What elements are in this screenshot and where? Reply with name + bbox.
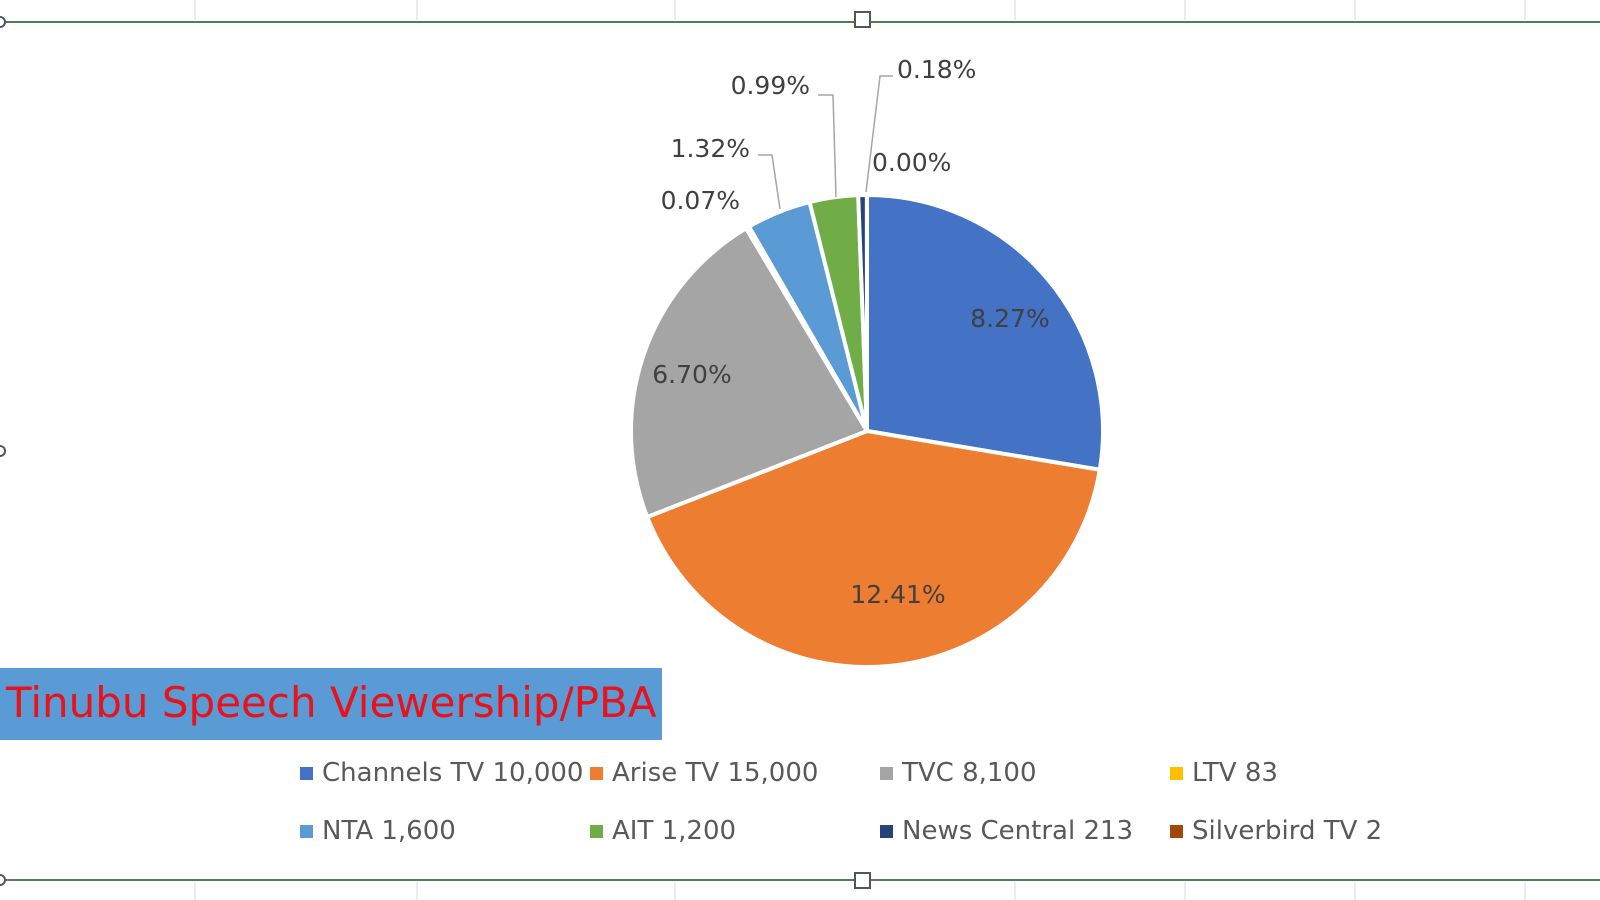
resize-handle-top-left[interactable] — [0, 16, 6, 28]
legend-label: Silverbird TV 2 — [1192, 816, 1383, 846]
data-label: 8.27% — [970, 304, 1049, 333]
data-label: 0.99% — [731, 71, 810, 100]
legend-label: News Central 213 — [902, 816, 1134, 846]
data-label: 0.18% — [897, 55, 976, 84]
leader-line — [818, 94, 837, 198]
legend-item[interactable]: LTV 83 — [1170, 758, 1278, 788]
legend-swatch — [1170, 824, 1183, 838]
chart-title-banner: Tinubu Speech Viewership/PBA — [0, 668, 662, 740]
legend-swatch — [880, 824, 893, 838]
pie-slice-arise-tv[interactable] — [644, 428, 1103, 670]
legend-swatch — [590, 766, 603, 780]
legend-item[interactable]: Silverbird TV 2 — [1170, 816, 1382, 846]
legend-label: TVC 8,100 — [902, 758, 1037, 788]
data-label: 0.00% — [872, 148, 951, 177]
legend-swatch — [1170, 766, 1183, 780]
data-label: 12.41% — [850, 580, 945, 609]
pie-slice-channels-tv[interactable] — [865, 192, 1106, 473]
legend-item[interactable]: NTA 1,600 — [300, 816, 456, 846]
legend-label: Channels TV 10,000 — [322, 758, 584, 788]
legend-swatch — [880, 766, 893, 780]
legend-swatch — [590, 824, 603, 838]
legend-item[interactable]: AIT 1,200 — [590, 816, 736, 846]
legend-item[interactable]: Channels TV 10,000 — [300, 758, 583, 788]
legend-item[interactable]: TVC 8,100 — [880, 758, 1037, 788]
leader-line — [865, 75, 893, 193]
leader-line — [758, 154, 781, 210]
resize-handle-bottom[interactable] — [854, 872, 871, 889]
chart-title: Tinubu Speech Viewership/PBA — [6, 678, 657, 727]
legend-label: AIT 1,200 — [612, 816, 737, 846]
legend-label: Arise TV 15,000 — [612, 758, 819, 788]
resize-handle-bottom-left[interactable] — [0, 874, 6, 886]
data-label: 6.70% — [652, 360, 731, 389]
legend-item[interactable]: Arise TV 15,000 — [590, 758, 818, 788]
legend-label: LTV 83 — [1192, 758, 1278, 788]
legend-item[interactable]: News Central 213 — [880, 816, 1133, 846]
resize-handle-top[interactable] — [854, 11, 871, 28]
legend-swatch — [300, 824, 313, 838]
legend-swatch — [300, 766, 313, 780]
data-label: 0.07% — [661, 186, 740, 215]
pie-slice-tvc[interactable] — [629, 225, 870, 520]
legend-label: NTA 1,600 — [322, 816, 456, 846]
data-label: 1.32% — [671, 134, 750, 163]
resize-handle-left[interactable] — [0, 445, 6, 457]
